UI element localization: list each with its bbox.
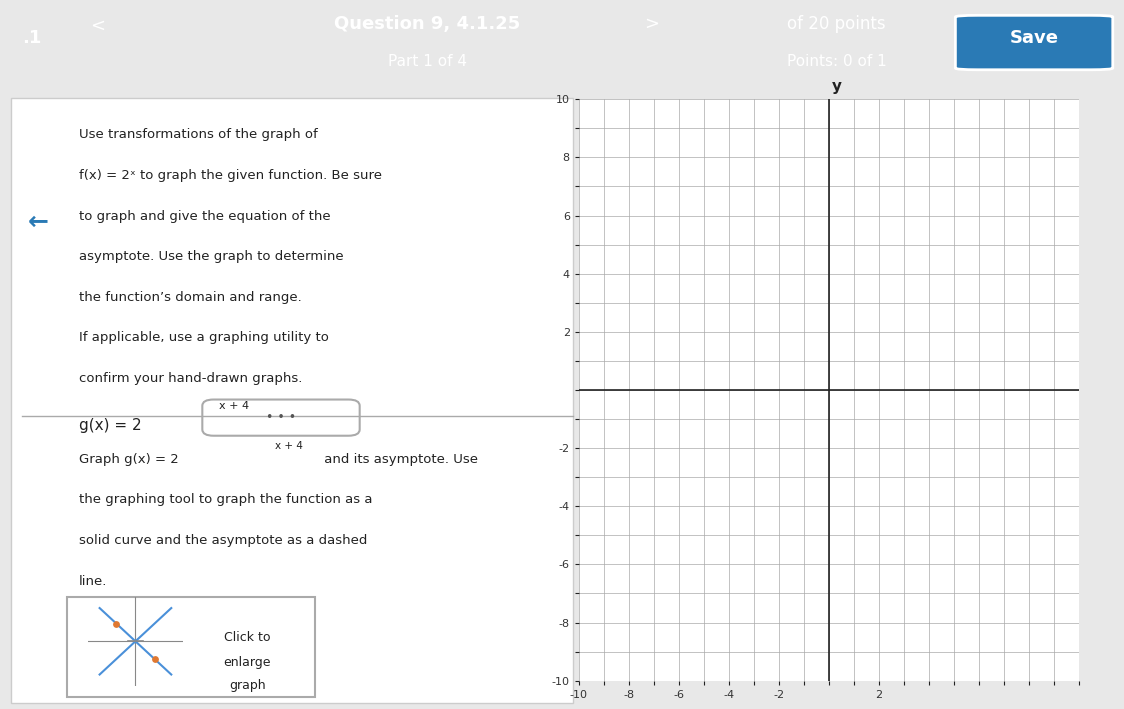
FancyBboxPatch shape [11,98,573,703]
Text: Part 1 of 4: Part 1 of 4 [388,54,466,69]
Text: enlarge: enlarge [224,656,271,669]
Point [108,618,125,630]
Text: f(x) = 2ˣ to graph the given function. Be sure: f(x) = 2ˣ to graph the given function. B… [79,169,382,182]
Text: >: > [644,15,660,33]
FancyBboxPatch shape [67,597,315,696]
Text: asymptote. Use the graph to determine: asymptote. Use the graph to determine [79,250,343,263]
Text: .1: .1 [22,29,42,48]
Text: If applicable, use a graphing utility to: If applicable, use a graphing utility to [79,331,328,345]
Text: confirm your hand-drawn graphs.: confirm your hand-drawn graphs. [79,372,302,385]
Text: Click to: Click to [224,631,271,644]
Text: • • •: • • • [266,411,296,424]
Text: Question 9, 4.1.25: Question 9, 4.1.25 [334,15,520,33]
Text: Graph g(x) = 2: Graph g(x) = 2 [79,453,179,466]
Text: <: < [90,16,105,35]
Text: x + 4: x + 4 [219,401,250,411]
Text: x + 4: x + 4 [275,441,303,451]
Text: Save: Save [1009,29,1059,48]
Text: of 20 points: of 20 points [787,15,886,33]
Text: the graphing tool to graph the function as a: the graphing tool to graph the function … [79,493,372,506]
Text: ←: ← [28,211,49,235]
Text: to graph and give the equation of the: to graph and give the equation of the [79,210,330,223]
Text: Use transformations of the graph of: Use transformations of the graph of [79,128,317,142]
Text: graph: graph [229,679,265,692]
Text: and its asymptote. Use: and its asymptote. Use [320,453,479,466]
FancyBboxPatch shape [955,16,1113,69]
Text: the function’s domain and range.: the function’s domain and range. [79,291,301,303]
Text: y: y [832,79,842,94]
Text: g(x) = 2: g(x) = 2 [79,418,142,432]
Text: line.: line. [79,574,107,588]
Text: solid curve and the asymptote as a dashed: solid curve and the asymptote as a dashe… [79,534,368,547]
Point [146,654,164,665]
FancyBboxPatch shape [202,400,360,436]
Text: Points: 0 of 1: Points: 0 of 1 [787,54,887,69]
